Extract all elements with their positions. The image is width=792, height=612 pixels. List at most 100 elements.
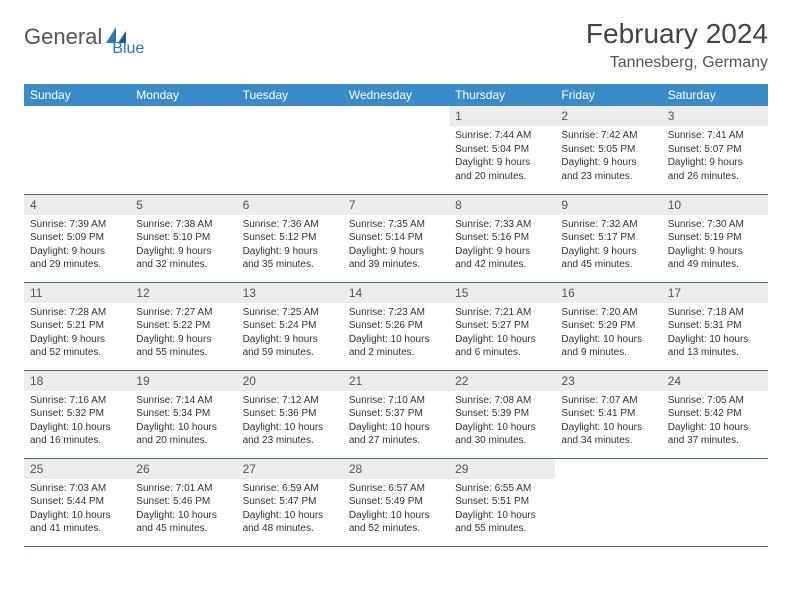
day-content: Sunrise: 7:21 AMSunset: 5:27 PMDaylight:… [449, 303, 555, 364]
calendar-cell: 29Sunrise: 6:55 AMSunset: 5:51 PMDayligh… [449, 458, 555, 546]
header: General Blue February 2024 Tannesberg, G… [24, 18, 768, 72]
day-content: Sunrise: 7:25 AMSunset: 5:24 PMDaylight:… [237, 303, 343, 364]
calendar-cell: 22Sunrise: 7:08 AMSunset: 5:39 PMDayligh… [449, 370, 555, 458]
day-number: 29 [449, 459, 555, 479]
weekday-header: Friday [555, 84, 661, 106]
calendar-row: 18Sunrise: 7:16 AMSunset: 5:32 PMDayligh… [24, 370, 768, 458]
weekday-header: Saturday [662, 84, 768, 106]
calendar-cell [130, 106, 236, 194]
calendar-cell: 27Sunrise: 6:59 AMSunset: 5:47 PMDayligh… [237, 458, 343, 546]
day-content: Sunrise: 7:03 AMSunset: 5:44 PMDaylight:… [24, 479, 130, 540]
day-content: Sunrise: 6:59 AMSunset: 5:47 PMDaylight:… [237, 479, 343, 540]
day-number: 5 [130, 195, 236, 215]
day-content: Sunrise: 7:41 AMSunset: 5:07 PMDaylight:… [662, 126, 768, 187]
day-number: 4 [24, 195, 130, 215]
day-content: Sunrise: 7:12 AMSunset: 5:36 PMDaylight:… [237, 391, 343, 452]
day-number: 11 [24, 283, 130, 303]
calendar-cell: 6Sunrise: 7:36 AMSunset: 5:12 PMDaylight… [237, 194, 343, 282]
calendar-row: 4Sunrise: 7:39 AMSunset: 5:09 PMDaylight… [24, 194, 768, 282]
day-content: Sunrise: 7:35 AMSunset: 5:14 PMDaylight:… [343, 215, 449, 276]
day-number: 17 [662, 283, 768, 303]
calendar-row: 11Sunrise: 7:28 AMSunset: 5:21 PMDayligh… [24, 282, 768, 370]
logo-text-general: General [24, 24, 102, 50]
calendar-cell: 14Sunrise: 7:23 AMSunset: 5:26 PMDayligh… [343, 282, 449, 370]
day-number: 6 [237, 195, 343, 215]
day-content: Sunrise: 7:23 AMSunset: 5:26 PMDaylight:… [343, 303, 449, 364]
day-number: 3 [662, 106, 768, 126]
calendar-cell: 10Sunrise: 7:30 AMSunset: 5:19 PMDayligh… [662, 194, 768, 282]
day-content: Sunrise: 7:05 AMSunset: 5:42 PMDaylight:… [662, 391, 768, 452]
calendar-cell: 1Sunrise: 7:44 AMSunset: 5:04 PMDaylight… [449, 106, 555, 194]
day-number: 23 [555, 371, 661, 391]
day-content: Sunrise: 7:32 AMSunset: 5:17 PMDaylight:… [555, 215, 661, 276]
calendar-cell [343, 106, 449, 194]
day-content: Sunrise: 7:08 AMSunset: 5:39 PMDaylight:… [449, 391, 555, 452]
day-number: 26 [130, 459, 236, 479]
calendar-cell: 18Sunrise: 7:16 AMSunset: 5:32 PMDayligh… [24, 370, 130, 458]
day-content: Sunrise: 7:14 AMSunset: 5:34 PMDaylight:… [130, 391, 236, 452]
calendar-cell: 3Sunrise: 7:41 AMSunset: 5:07 PMDaylight… [662, 106, 768, 194]
calendar-cell: 17Sunrise: 7:18 AMSunset: 5:31 PMDayligh… [662, 282, 768, 370]
day-content: Sunrise: 7:27 AMSunset: 5:22 PMDaylight:… [130, 303, 236, 364]
calendar-cell: 5Sunrise: 7:38 AMSunset: 5:10 PMDaylight… [130, 194, 236, 282]
logo-text-blue: Blue [112, 40, 144, 58]
calendar-cell: 15Sunrise: 7:21 AMSunset: 5:27 PMDayligh… [449, 282, 555, 370]
weekday-header: Thursday [449, 84, 555, 106]
day-number: 24 [662, 371, 768, 391]
calendar-cell [24, 106, 130, 194]
day-content: Sunrise: 7:38 AMSunset: 5:10 PMDaylight:… [130, 215, 236, 276]
day-number: 20 [237, 371, 343, 391]
day-number: 9 [555, 195, 661, 215]
weekday-header: Sunday [24, 84, 130, 106]
day-content: Sunrise: 7:10 AMSunset: 5:37 PMDaylight:… [343, 391, 449, 452]
title-block: February 2024 Tannesberg, Germany [586, 18, 768, 72]
day-content: Sunrise: 7:20 AMSunset: 5:29 PMDaylight:… [555, 303, 661, 364]
day-number: 18 [24, 371, 130, 391]
calendar-cell: 13Sunrise: 7:25 AMSunset: 5:24 PMDayligh… [237, 282, 343, 370]
weekday-header: Tuesday [237, 84, 343, 106]
day-number: 22 [449, 371, 555, 391]
calendar-cell: 16Sunrise: 7:20 AMSunset: 5:29 PMDayligh… [555, 282, 661, 370]
calendar-body: 1Sunrise: 7:44 AMSunset: 5:04 PMDaylight… [24, 106, 768, 546]
calendar-cell: 20Sunrise: 7:12 AMSunset: 5:36 PMDayligh… [237, 370, 343, 458]
day-content: Sunrise: 7:39 AMSunset: 5:09 PMDaylight:… [24, 215, 130, 276]
calendar-row: 1Sunrise: 7:44 AMSunset: 5:04 PMDaylight… [24, 106, 768, 194]
calendar-cell: 21Sunrise: 7:10 AMSunset: 5:37 PMDayligh… [343, 370, 449, 458]
calendar: Sunday Monday Tuesday Wednesday Thursday… [24, 84, 768, 547]
calendar-cell: 4Sunrise: 7:39 AMSunset: 5:09 PMDaylight… [24, 194, 130, 282]
calendar-cell: 24Sunrise: 7:05 AMSunset: 5:42 PMDayligh… [662, 370, 768, 458]
day-content: Sunrise: 7:18 AMSunset: 5:31 PMDaylight:… [662, 303, 768, 364]
weekday-header: Wednesday [343, 84, 449, 106]
location: Tannesberg, Germany [586, 54, 768, 72]
day-content: Sunrise: 6:55 AMSunset: 5:51 PMDaylight:… [449, 479, 555, 540]
day-number: 7 [343, 195, 449, 215]
calendar-row: 25Sunrise: 7:03 AMSunset: 5:44 PMDayligh… [24, 458, 768, 546]
day-content: Sunrise: 7:44 AMSunset: 5:04 PMDaylight:… [449, 126, 555, 187]
day-content: Sunrise: 7:16 AMSunset: 5:32 PMDaylight:… [24, 391, 130, 452]
day-number: 13 [237, 283, 343, 303]
day-number: 1 [449, 106, 555, 126]
calendar-cell: 2Sunrise: 7:42 AMSunset: 5:05 PMDaylight… [555, 106, 661, 194]
day-number: 2 [555, 106, 661, 126]
calendar-cell: 11Sunrise: 7:28 AMSunset: 5:21 PMDayligh… [24, 282, 130, 370]
day-content: Sunrise: 7:36 AMSunset: 5:12 PMDaylight:… [237, 215, 343, 276]
weekday-header: Monday [130, 84, 236, 106]
day-number: 8 [449, 195, 555, 215]
weekday-header-row: Sunday Monday Tuesday Wednesday Thursday… [24, 84, 768, 106]
day-number: 19 [130, 371, 236, 391]
day-number: 15 [449, 283, 555, 303]
day-number: 14 [343, 283, 449, 303]
day-content: Sunrise: 7:42 AMSunset: 5:05 PMDaylight:… [555, 126, 661, 187]
calendar-cell [237, 106, 343, 194]
calendar-cell: 25Sunrise: 7:03 AMSunset: 5:44 PMDayligh… [24, 458, 130, 546]
calendar-cell: 9Sunrise: 7:32 AMSunset: 5:17 PMDaylight… [555, 194, 661, 282]
day-number: 12 [130, 283, 236, 303]
calendar-cell: 12Sunrise: 7:27 AMSunset: 5:22 PMDayligh… [130, 282, 236, 370]
calendar-cell: 19Sunrise: 7:14 AMSunset: 5:34 PMDayligh… [130, 370, 236, 458]
month-title: February 2024 [586, 18, 768, 50]
day-number: 16 [555, 283, 661, 303]
day-number: 21 [343, 371, 449, 391]
day-content: Sunrise: 7:01 AMSunset: 5:46 PMDaylight:… [130, 479, 236, 540]
calendar-cell: 7Sunrise: 7:35 AMSunset: 5:14 PMDaylight… [343, 194, 449, 282]
calendar-cell: 8Sunrise: 7:33 AMSunset: 5:16 PMDaylight… [449, 194, 555, 282]
